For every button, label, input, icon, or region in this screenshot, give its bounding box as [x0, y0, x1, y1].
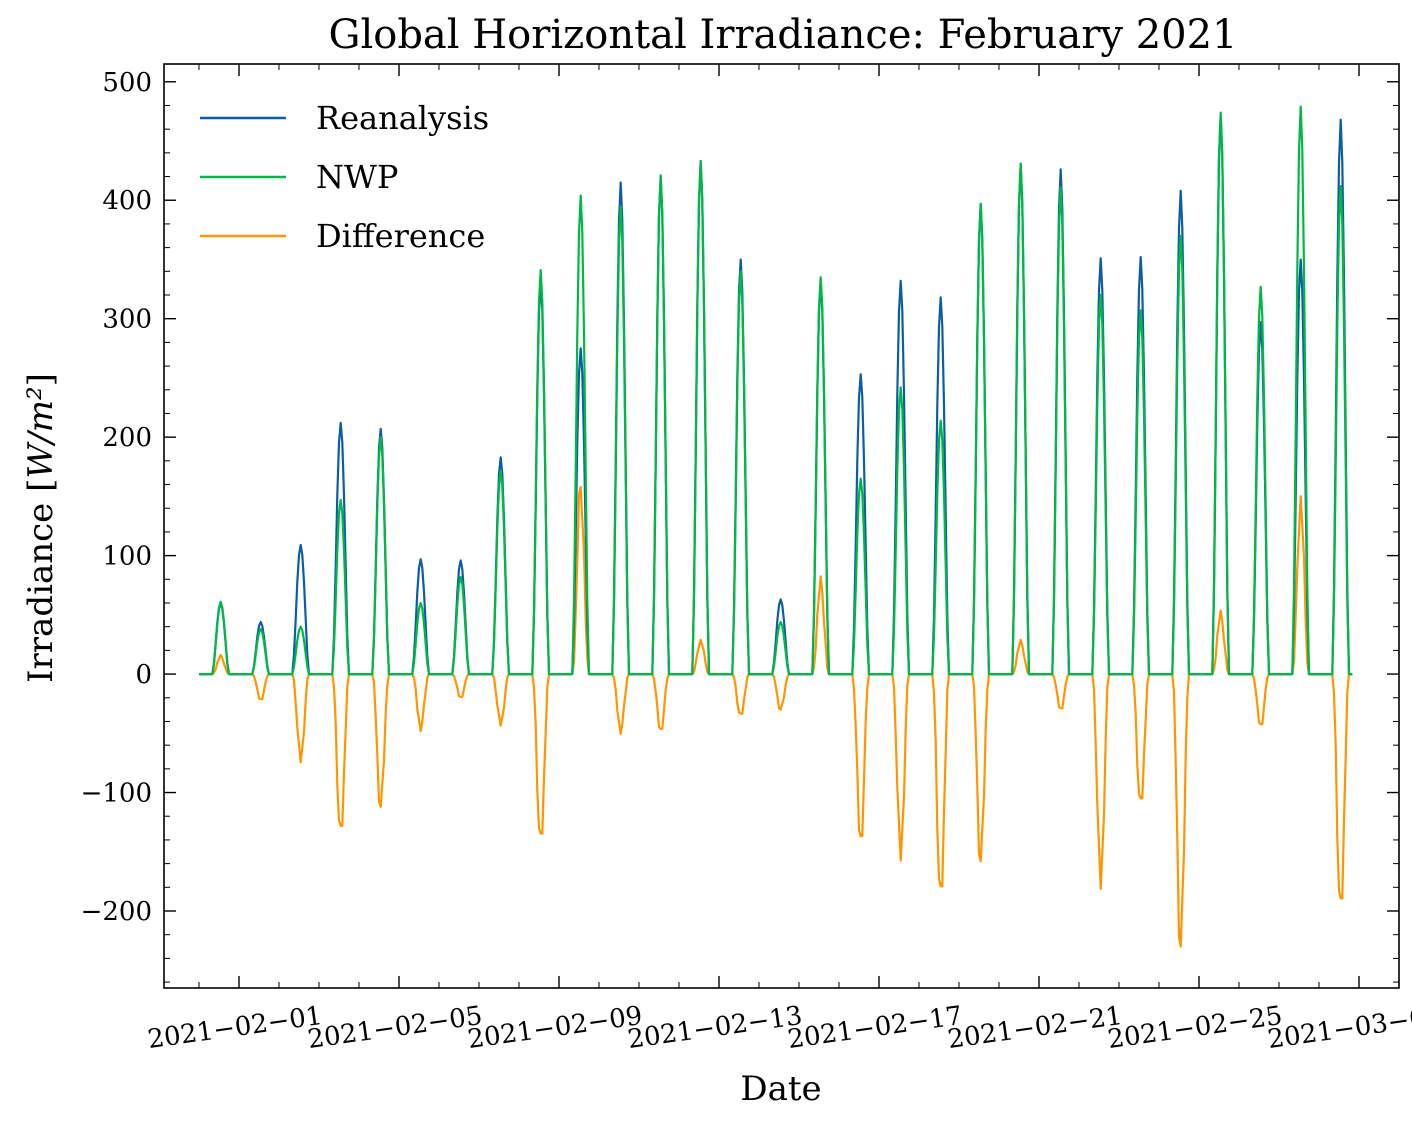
x-tick-label: 2021−02−25	[1106, 1001, 1284, 1055]
x-tick-label: 2021−02−05	[306, 1001, 484, 1055]
plot-lines	[199, 105, 1353, 948]
x-tick-label: 2021−03−01	[1266, 1001, 1412, 1055]
x-tick-label: 2021−02−01	[146, 1001, 324, 1055]
y-tick-label: 500	[102, 68, 152, 98]
y-tick-label: 400	[102, 186, 152, 216]
series-line-nwp	[199, 105, 1353, 676]
y-axis-label: Irradiance [W/m²]	[21, 373, 61, 683]
x-tick-label: 2021−02−21	[946, 1001, 1124, 1055]
svg-text:Irradiance [W/m²]: Irradiance [W/m²]	[21, 373, 61, 683]
legend-label-nwp: NWP	[316, 158, 398, 196]
y-axis-ticks: −200 −100 0 100 200 300 400 500	[81, 68, 1399, 983]
series-line-reanalysis	[199, 113, 1353, 676]
x-tick-label: 2021−02−17	[786, 1001, 964, 1055]
x-tick-label: 2021−02−13	[626, 1001, 804, 1055]
x-tick-label: 2021−02−09	[466, 1001, 644, 1055]
y-tick-label: 100	[102, 542, 152, 572]
series-line-difference	[199, 485, 1353, 948]
y-tick-label: 300	[102, 305, 152, 335]
chart-title: Global Horizontal Irradiance: February 2…	[329, 12, 1238, 58]
y-axis-label-text: Irradiance [	[21, 479, 61, 683]
legend: Reanalysis NWP Difference	[200, 99, 489, 255]
y-axis-label-unit: W/m²	[21, 386, 61, 478]
y-tick-label: 200	[102, 423, 152, 453]
y-tick-label: −100	[81, 779, 152, 809]
y-tick-label: −200	[81, 897, 152, 927]
y-tick-label: 0	[135, 660, 152, 690]
legend-label-reanalysis: Reanalysis	[316, 99, 489, 137]
plot-frame	[163, 63, 1400, 989]
legend-label-difference: Difference	[316, 217, 485, 255]
x-axis-label: Date	[740, 1069, 821, 1109]
